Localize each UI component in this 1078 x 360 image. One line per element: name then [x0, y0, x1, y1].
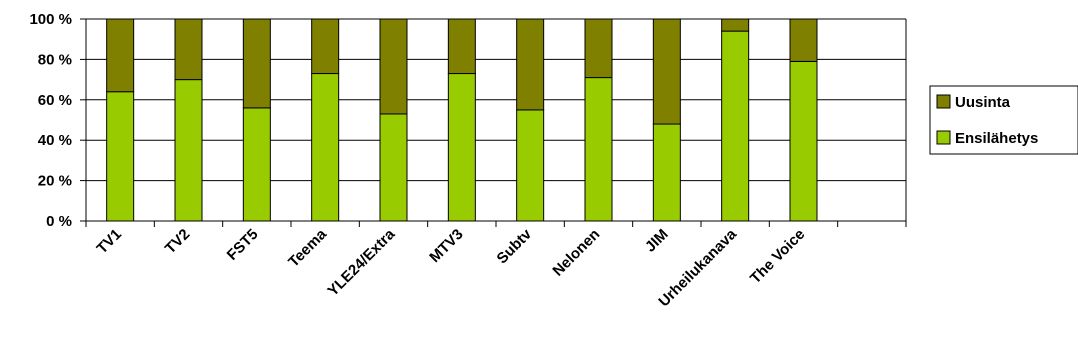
y-tick-label: 40 % — [38, 132, 72, 149]
y-tick-labels: 0 % 20 % 40 % 60 % 80 % 100 % — [29, 11, 72, 230]
bar-uusinta — [516, 18, 545, 111]
x-tick-label: TV1 — [94, 226, 125, 257]
y-tick-label: 0 % — [46, 213, 72, 230]
bar-uusinta — [106, 18, 135, 93]
bar-uusinta — [311, 18, 340, 75]
legend-label-uusinta: Uusinta — [955, 94, 1011, 111]
x-tick-label: The Voice — [747, 226, 808, 287]
legend-swatch-uusinta — [936, 94, 951, 109]
bar-uusinta — [447, 18, 476, 75]
bar-uusinta — [584, 18, 613, 79]
x-tick-label: Subtv — [494, 225, 536, 267]
bars — [106, 18, 818, 222]
legend-label-ensilahetys: Ensilähetys — [955, 130, 1038, 147]
bar-ensil-hetys — [447, 73, 476, 222]
bar-uusinta — [652, 18, 681, 125]
x-tick-label: FST5 — [224, 226, 262, 264]
bar-uusinta — [242, 18, 271, 109]
bar-ensil-hetys — [174, 79, 203, 222]
x-tick-label: TV2 — [162, 226, 193, 257]
y-tick-label: 20 % — [38, 173, 72, 190]
bar-ensil-hetys — [516, 109, 545, 222]
bar-uusinta — [379, 18, 408, 115]
bar-ensil-hetys — [379, 113, 408, 222]
gridlines — [80, 18, 906, 222]
y-tick-label: 80 % — [38, 51, 72, 68]
axes — [85, 19, 907, 227]
x-tick-label: YLE24/Extra — [324, 225, 398, 299]
x-tick-label: Nelonen — [549, 226, 603, 280]
bar-ensil-hetys — [106, 91, 135, 222]
bar-uusinta — [789, 18, 818, 62]
bar-ensil-hetys — [584, 77, 613, 222]
y-tick-label: 60 % — [38, 92, 72, 109]
x-tick-label: Teema — [285, 225, 330, 270]
y-tick-label: 100 % — [29, 11, 72, 28]
bar-ensil-hetys — [721, 30, 750, 222]
bar-ensil-hetys — [311, 73, 340, 222]
legend: Uusinta Ensilähetys — [929, 85, 1078, 155]
bar-ensil-hetys — [652, 123, 681, 222]
legend-swatch-ensilahetys — [936, 130, 951, 145]
bar-uusinta — [721, 18, 750, 32]
bar-uusinta — [174, 18, 203, 81]
x-tick-label: JIM — [642, 226, 672, 256]
legend-frame — [929, 85, 1078, 155]
bar-ensil-hetys — [242, 107, 271, 222]
bar-ensil-hetys — [789, 60, 818, 222]
x-tick-label: MTV3 — [426, 226, 466, 266]
